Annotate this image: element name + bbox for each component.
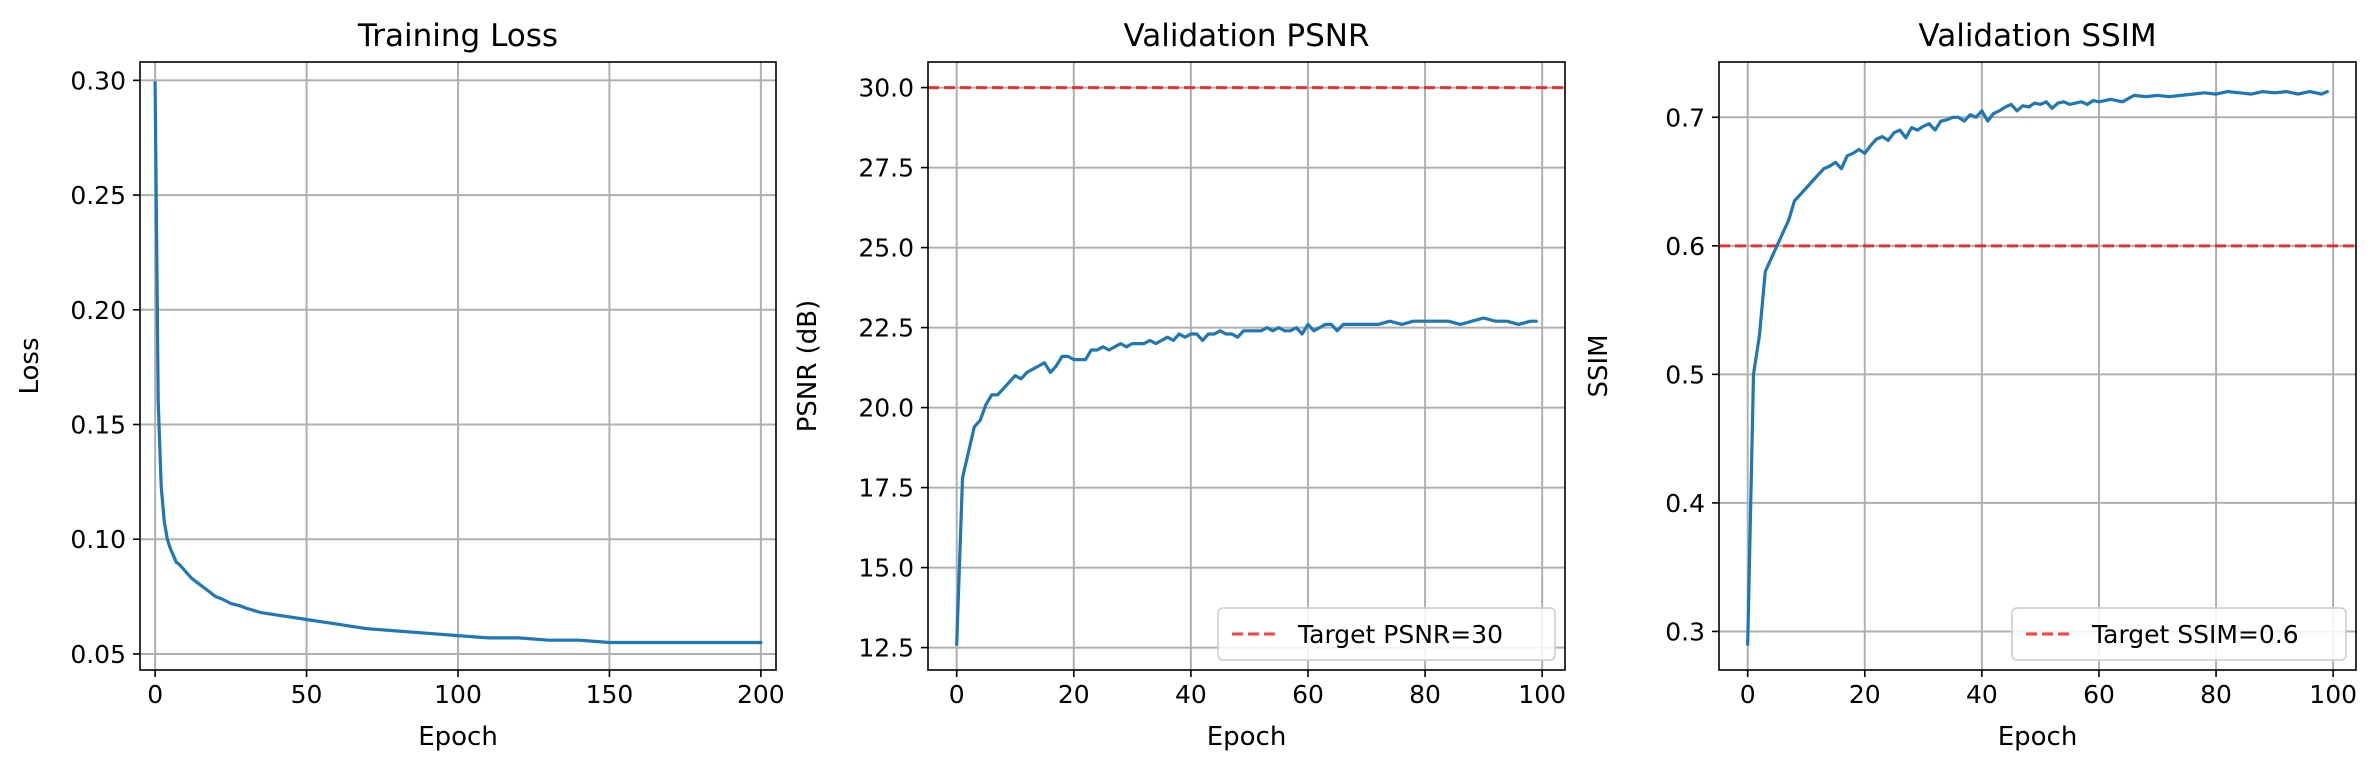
y-tick-label: 0.5 <box>1665 360 1705 389</box>
y-tick-label: 20.0 <box>858 394 914 423</box>
x-tick-label: 80 <box>1409 680 1441 709</box>
y-tick-label: 0.4 <box>1665 489 1705 518</box>
legend-box <box>1217 607 1556 661</box>
y-tick-label: 0.05 <box>70 640 126 669</box>
y-tick-label: 0.7 <box>1665 103 1705 132</box>
y-tick-label: 17.5 <box>858 474 914 503</box>
chart-title: Validation PSNR <box>1123 18 1369 54</box>
x-axis-label: Epoch <box>1998 722 2078 752</box>
x-tick-label: 0 <box>949 680 965 709</box>
x-tick-label: 200 <box>737 680 785 709</box>
y-tick-label: 27.5 <box>858 154 914 183</box>
x-tick-label: 100 <box>2309 680 2357 709</box>
x-axis-label: Epoch <box>418 722 498 752</box>
y-tick-label: 0.25 <box>70 181 126 210</box>
y-tick-label: 22.5 <box>858 314 914 343</box>
axes-frame <box>1718 61 2357 671</box>
y-tick-label: 30.0 <box>858 74 914 103</box>
chart-validation-ssim: 0 20 40 60 80 100 0.3 0.4 0.5 0.6 0.7 Validation SS… <box>1584 18 2357 752</box>
axes-frame <box>927 61 1566 671</box>
y-axis-label: Loss <box>15 337 45 394</box>
legend-label: Target PSNR=30 <box>1297 620 1503 649</box>
y-tick-label: 0.15 <box>70 411 126 440</box>
y-tick-label: 25.0 <box>858 234 914 263</box>
x-tick-label: 100 <box>1518 680 1566 709</box>
x-tick-label: 20 <box>1849 680 1881 709</box>
y-tick-label: 0.6 <box>1665 232 1705 261</box>
y-tick-label: 0.30 <box>70 66 126 95</box>
y-tick-label: 0.20 <box>70 296 126 325</box>
x-tick-label: 20 <box>1058 680 1090 709</box>
y-axis-label: PSNR (dB) <box>793 300 823 433</box>
series-line <box>1746 90 2329 646</box>
x-tick-label: 50 <box>291 680 323 709</box>
legend-box <box>2011 607 2347 661</box>
y-tick-label: 0.10 <box>70 525 126 554</box>
x-tick-label: 40 <box>1175 680 1207 709</box>
x-axis-label: Epoch <box>1207 722 1287 752</box>
chart-validation-psnr: 0 20 40 60 80 100 12.5 15.0 17.5 20.0 22.5 25.0 27.5… <box>793 18 1566 752</box>
x-tick-label: 60 <box>2083 680 2115 709</box>
x-tick-label: 40 <box>1966 680 1998 709</box>
x-tick-label: 60 <box>1292 680 1324 709</box>
legend: Target SSIM=0.6 <box>2011 607 2347 661</box>
x-tick-label: 100 <box>434 680 482 709</box>
chart-title: Training Loss <box>357 18 558 54</box>
chart-training-loss: 0 50 100 150 200 0.05 0.10 0.15 0.20 0.25 0.30 Trai… <box>15 18 785 752</box>
x-tick-label: 80 <box>2200 680 2232 709</box>
x-tick-label: 150 <box>586 680 634 709</box>
x-tick-label: 0 <box>1740 680 1756 709</box>
chart-title: Validation SSIM <box>1918 18 2156 54</box>
y-tick-label: 15.0 <box>858 554 914 583</box>
legend: Target PSNR=30 <box>1217 607 1556 661</box>
y-tick-label: 12.5 <box>858 634 914 663</box>
series-line <box>153 81 763 645</box>
series-line <box>955 316 1538 646</box>
y-axis-label: SSIM <box>1584 334 1614 397</box>
legend-label: Target SSIM=0.6 <box>2091 620 2299 649</box>
y-tick-label: 0.3 <box>1665 617 1705 646</box>
x-tick-label: 0 <box>147 680 163 709</box>
